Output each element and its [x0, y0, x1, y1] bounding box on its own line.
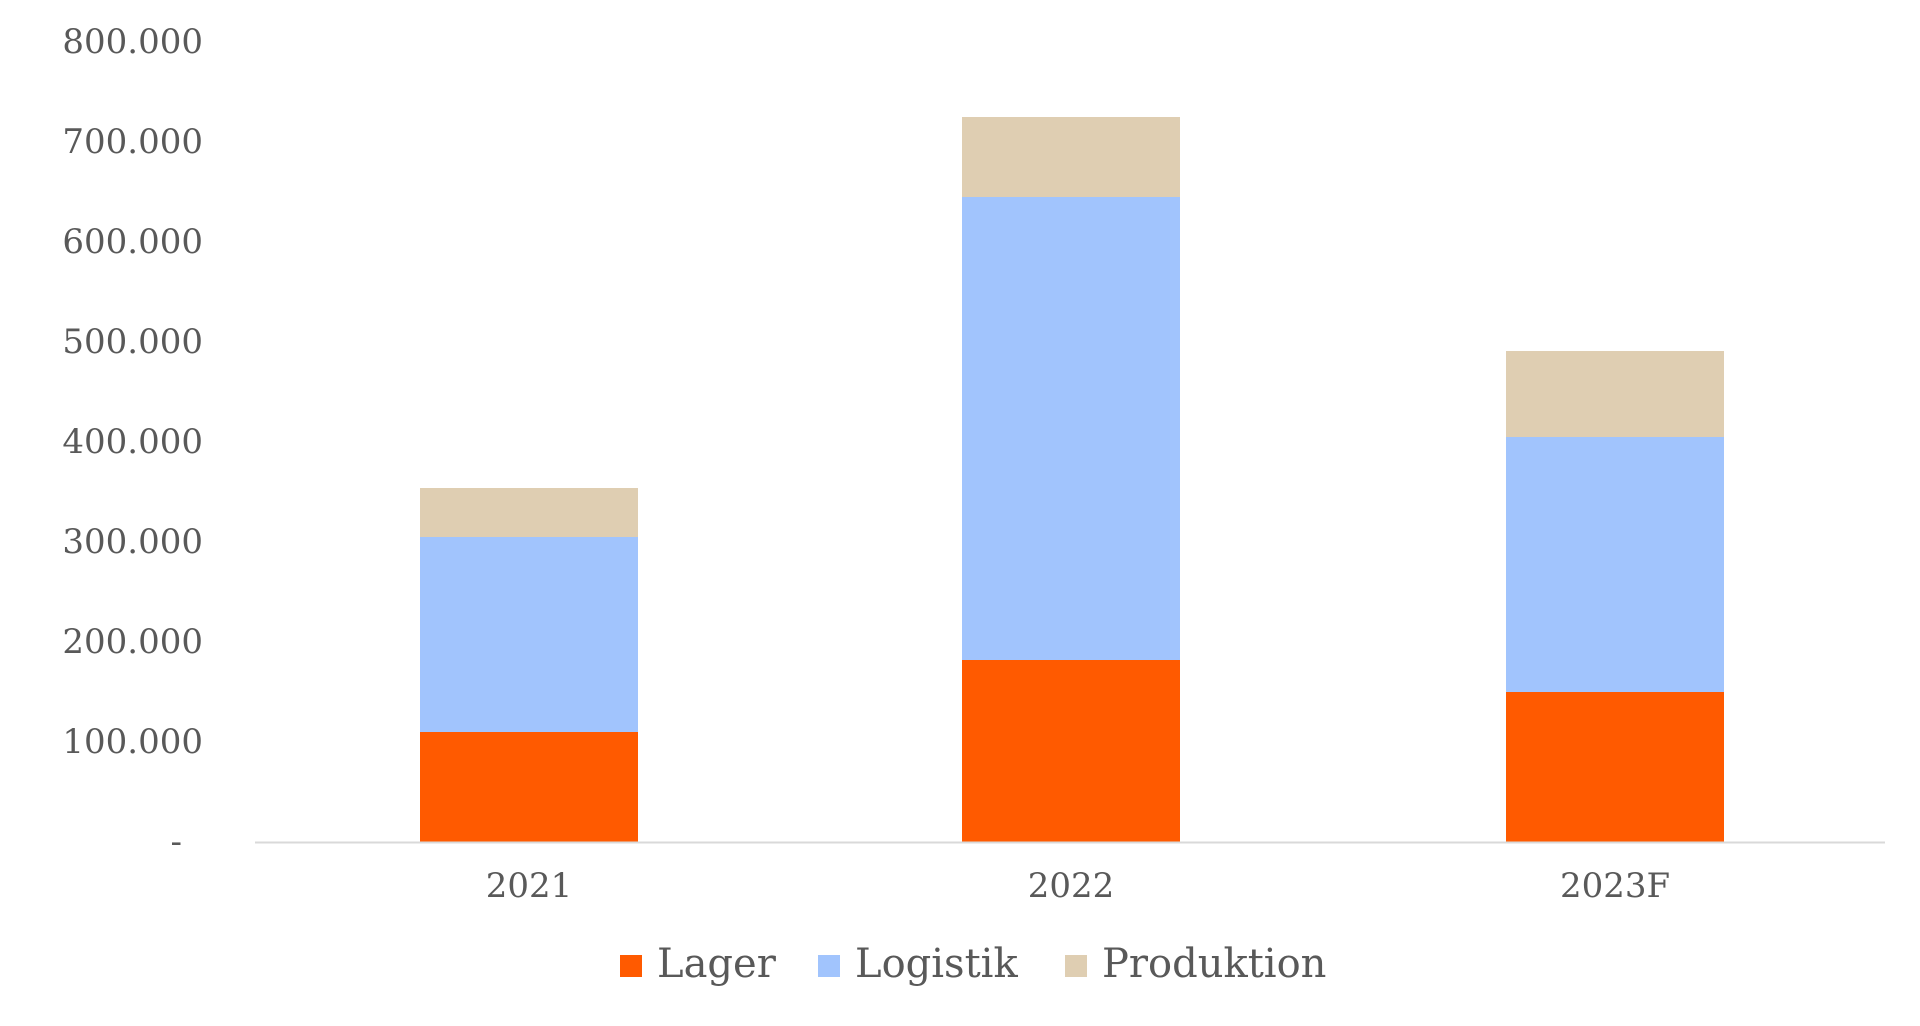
legend-item-produktion: Produktion: [1065, 941, 1326, 987]
bar-segment-lager-2023f: [1506, 692, 1724, 842]
legend-label: Logistik: [855, 941, 1018, 987]
y-tick-label: 200.000: [62, 622, 203, 662]
bars-group: [420, 117, 1724, 842]
x-tick-label: 2021: [486, 866, 573, 906]
y-tick-label: 300.000: [62, 522, 203, 562]
bar-segment-produktion-2021: [420, 488, 638, 537]
bar-segment-produktion-2023f: [1506, 351, 1724, 437]
legend: Lager Logistik Produktion: [620, 941, 1326, 987]
legend-label: Produktion: [1102, 941, 1326, 987]
bar-segment-lager-2022: [962, 660, 1180, 842]
y-tick-label: 700.000: [62, 122, 203, 162]
x-tick-label: 2023F: [1560, 866, 1670, 906]
bar-segment-logistik-2022: [962, 197, 1180, 660]
y-tick-label: 800.000: [62, 22, 203, 62]
bar-segment-logistik-2021: [420, 537, 638, 732]
x-axis-labels: 2021 2022 2023F: [486, 866, 1670, 906]
y-tick-label: 100.000: [62, 722, 203, 762]
y-axis-ticks: - 100.000 200.000 300.000 400.000 500.000 600.…: [62, 22, 203, 862]
legend-label: Lager: [657, 941, 777, 987]
bar-segment-logistik-2023f: [1506, 437, 1724, 692]
legend-swatch: [620, 955, 642, 977]
x-tick-label: 2022: [1028, 866, 1115, 906]
y-tick-label: 600.000: [62, 222, 203, 262]
y-tick-label: 400.000: [62, 422, 203, 462]
legend-item-logistik: Logistik: [818, 941, 1018, 987]
bar-segment-lager-2021: [420, 732, 638, 842]
legend-item-lager: Lager: [620, 941, 777, 987]
legend-swatch: [1065, 955, 1087, 977]
legend-swatch: [818, 955, 840, 977]
y-tick-label: -: [171, 822, 183, 862]
y-tick-label: 500.000: [62, 322, 203, 362]
bar-segment-produktion-2022: [962, 117, 1180, 197]
